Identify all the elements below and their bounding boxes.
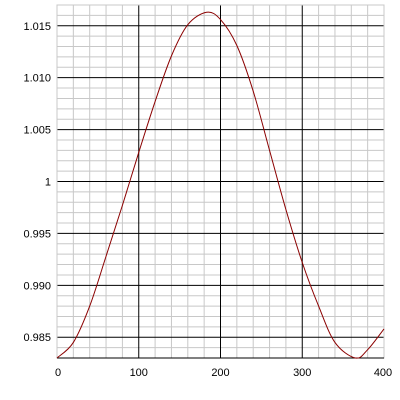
y-axis-ticks: 0.985 0.990 0.995 1 1.005 1.010 1.015	[23, 21, 51, 344]
x-tick-label: 200	[211, 367, 229, 379]
series-line	[56, 11, 385, 359]
x-axis-ticks: 0 100 200 300 400	[55, 367, 392, 379]
x-tick-label: 400	[374, 367, 392, 379]
x-tick-label: 300	[293, 367, 311, 379]
major-grid	[57, 5, 384, 358]
y-tick-label: 1.015	[23, 21, 51, 33]
x-tick-label: 100	[130, 367, 148, 379]
y-tick-label: 0.995	[23, 228, 51, 240]
y-tick-label: 1.010	[23, 73, 51, 85]
y-tick-label: 1.005	[23, 125, 51, 137]
y-tick-label: 0.985	[23, 332, 51, 344]
x-tick-label: 0	[55, 367, 61, 379]
y-tick-label: 0.990	[23, 280, 51, 292]
y-tick-label: 1	[45, 177, 51, 189]
